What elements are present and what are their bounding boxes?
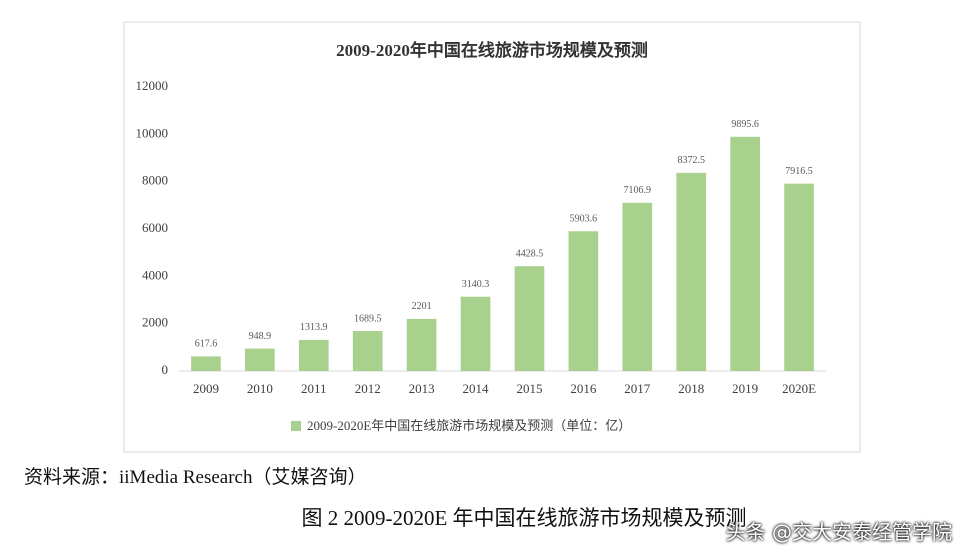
y-tick-label: 2000 <box>142 315 168 330</box>
bar <box>514 266 545 371</box>
x-tick-label: 2015 <box>516 381 542 396</box>
x-tick-label: 2017 <box>624 381 651 396</box>
value-label: 1313.9 <box>300 322 328 333</box>
bar <box>191 356 221 371</box>
y-tick-label: 6000 <box>142 220 168 235</box>
source-note: 资料来源：iiMedia Research（艾媒咨询） <box>24 467 367 488</box>
value-label: 3140.3 <box>462 279 490 290</box>
x-tick-label: 2013 <box>409 381 435 396</box>
bar <box>245 348 275 371</box>
bar <box>622 202 653 371</box>
chart-title: 2009-2020年中国在线旅游市场规模及预测 <box>336 40 648 60</box>
y-tick-label: 4000 <box>142 267 168 282</box>
value-label: 1689.5 <box>354 313 382 324</box>
value-label: 2201 <box>412 301 432 312</box>
value-label: 4428.5 <box>516 248 544 259</box>
y-tick-label: 0 <box>162 362 169 377</box>
x-tick-label: 2010 <box>247 381 273 396</box>
value-label: 7916.5 <box>785 166 813 177</box>
bar <box>784 183 814 371</box>
value-label: 9895.6 <box>731 119 759 130</box>
bar <box>676 172 707 371</box>
x-tick-label: 2018 <box>678 381 704 396</box>
watermark: 头条 @交大安泰经管学院 <box>725 520 952 544</box>
figure-caption: 图 2 2009-2020E 年中国在线旅游市场规模及预测 <box>301 506 747 530</box>
value-label: 8372.5 <box>677 155 705 166</box>
x-tick-label: 2011 <box>301 381 327 396</box>
value-label: 7106.9 <box>624 185 652 196</box>
value-label: 948.9 <box>249 331 272 342</box>
x-tick-label: 2020E <box>782 381 816 396</box>
y-tick-label: 12000 <box>136 78 169 93</box>
x-tick-label: 2019 <box>732 381 758 396</box>
value-label: 5903.6 <box>570 214 598 225</box>
x-tick-label: 2009 <box>193 381 219 396</box>
bar <box>460 296 491 371</box>
y-tick-label: 10000 <box>136 125 169 140</box>
x-tick-label: 2012 <box>355 381 381 396</box>
bar <box>730 136 760 371</box>
bar <box>298 339 329 371</box>
bar <box>352 331 383 371</box>
x-tick-label: 2016 <box>570 381 597 396</box>
legend-swatch <box>291 421 301 431</box>
value-label: 617.6 <box>195 339 218 350</box>
bar <box>406 318 437 371</box>
bar <box>568 231 599 371</box>
y-tick-label: 8000 <box>142 173 168 188</box>
legend-label: 2009-2020E年中国在线旅游市场规模及预测（单位：亿） <box>307 418 631 433</box>
x-tick-label: 2014 <box>463 381 490 396</box>
